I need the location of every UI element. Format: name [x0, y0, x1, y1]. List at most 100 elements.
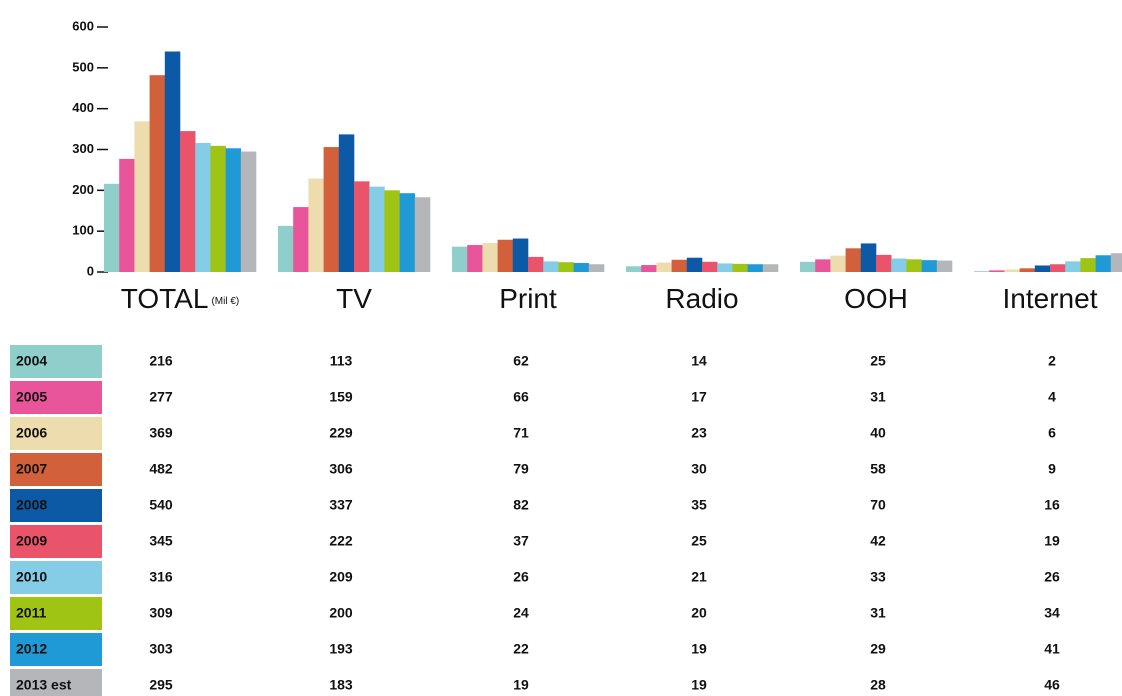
category-label: TV	[336, 283, 372, 314]
y-tick-label: 600	[72, 18, 94, 33]
bar	[384, 190, 400, 272]
bar	[338, 134, 355, 272]
table-cell: 29	[870, 641, 886, 657]
category-name: Radio	[665, 283, 738, 314]
table-cell: 369	[149, 425, 173, 441]
table-cell: 14	[691, 353, 707, 369]
table-cell: 229	[329, 425, 353, 441]
bar	[1034, 265, 1051, 272]
bar	[762, 264, 779, 272]
row-label-box	[10, 489, 102, 522]
bar	[119, 158, 135, 272]
bar	[974, 271, 990, 272]
bar	[1050, 264, 1066, 272]
table-cell: 33	[870, 569, 886, 585]
bar	[1065, 261, 1081, 272]
category-name: Internet	[1003, 283, 1098, 314]
bar	[452, 246, 468, 272]
table-cell: 193	[329, 641, 353, 657]
table-cell: 40	[870, 425, 886, 441]
row-label-box	[10, 561, 102, 594]
row-label: 2007	[16, 461, 47, 477]
bar	[399, 193, 416, 272]
category-label: OOH	[844, 283, 908, 314]
bar	[656, 262, 672, 272]
row-label-box	[10, 597, 102, 630]
bar	[989, 270, 1005, 272]
bar	[800, 261, 816, 272]
bar	[876, 254, 892, 272]
bar	[747, 264, 764, 272]
unit-label: (Mil €)	[211, 296, 239, 307]
y-tick-label: 100	[72, 223, 94, 238]
table-cell: 37	[513, 533, 529, 549]
table-cell: 71	[513, 425, 529, 441]
table-cell: 113	[330, 353, 353, 369]
table-cell: 30	[691, 461, 707, 477]
row-label: 2010	[16, 569, 47, 585]
table-cell: 209	[329, 569, 353, 585]
bar	[354, 181, 370, 272]
bar	[830, 255, 846, 272]
bar	[414, 197, 431, 272]
bar	[906, 259, 922, 272]
row-label-box	[10, 525, 102, 558]
table-cell: 42	[870, 533, 886, 549]
bar	[1110, 253, 1122, 272]
bar	[921, 260, 938, 272]
bar	[195, 142, 211, 272]
table-cell: 26	[513, 569, 529, 585]
bar	[936, 260, 953, 272]
bar	[845, 248, 862, 272]
table-cell: 25	[691, 533, 707, 549]
table-cell: 159	[329, 389, 353, 405]
table-cell: 19	[691, 677, 707, 693]
bar	[240, 151, 257, 272]
table-cell: 31	[870, 605, 886, 621]
category-label: Radio	[665, 283, 738, 314]
category-name: Print	[499, 283, 557, 314]
category-label: TOTAL (Mil €)	[121, 283, 239, 314]
bar	[641, 265, 657, 272]
table-cell: 303	[149, 641, 173, 657]
bar	[588, 264, 605, 272]
bar	[134, 121, 150, 272]
table-cell: 482	[149, 461, 173, 477]
category-name: OOH	[844, 283, 908, 314]
y-tick-label: 0	[87, 263, 94, 278]
row-label-box	[10, 381, 102, 414]
bar	[891, 258, 907, 272]
row-label-box	[10, 417, 102, 450]
bar	[528, 256, 544, 272]
bar	[1095, 255, 1112, 272]
bar	[369, 186, 385, 272]
category-name: TV	[336, 283, 372, 314]
y-tick-label: 500	[72, 59, 94, 74]
bar	[702, 261, 718, 272]
y-tick-label: 200	[72, 182, 94, 197]
table-cell: 23	[691, 425, 707, 441]
table-cell: 35	[691, 497, 707, 513]
table-cell: 79	[513, 461, 529, 477]
bar	[512, 238, 529, 272]
bar	[467, 245, 483, 272]
bar	[278, 225, 294, 272]
table-cell: 25	[870, 353, 886, 369]
table-cell: 19	[691, 641, 707, 657]
row-label: 2012	[16, 641, 47, 657]
bar	[1080, 258, 1096, 272]
table-cell: 316	[149, 569, 173, 585]
table-cell: 58	[870, 461, 886, 477]
row-label-box	[10, 345, 102, 378]
row-label: 2013 est	[16, 677, 72, 693]
table-cell: 4	[1048, 389, 1056, 405]
table-cell: 200	[329, 605, 353, 621]
row-label: 2011	[16, 605, 47, 621]
bar	[497, 239, 514, 272]
table-cell: 9	[1048, 461, 1056, 477]
bar	[180, 131, 196, 272]
category-label: Print	[499, 283, 557, 314]
table-cell: 66	[513, 389, 529, 405]
bar	[1019, 268, 1036, 272]
